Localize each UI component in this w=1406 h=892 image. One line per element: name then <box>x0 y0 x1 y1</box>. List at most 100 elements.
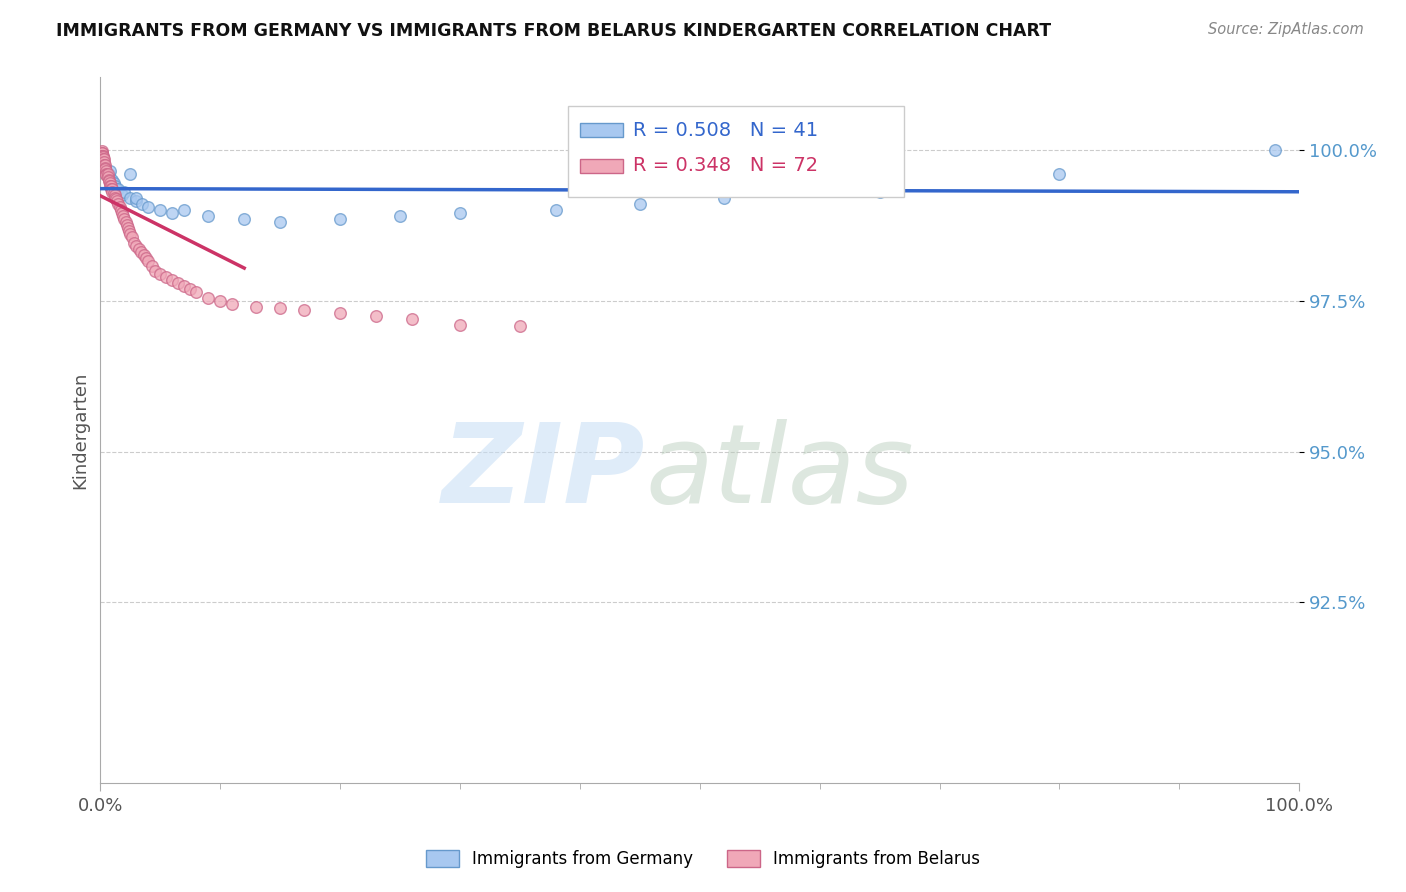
Point <box>209 293 232 308</box>
Point <box>96 167 118 181</box>
Point <box>110 203 132 218</box>
Point <box>329 212 352 227</box>
Point <box>197 209 219 223</box>
Point <box>91 149 114 163</box>
Point <box>103 176 125 190</box>
Point <box>173 203 195 218</box>
Point <box>544 203 567 218</box>
Point <box>125 194 148 208</box>
Point <box>141 259 163 273</box>
Point <box>245 300 267 314</box>
Point <box>93 152 115 166</box>
Point <box>120 191 142 205</box>
Point <box>179 282 201 296</box>
FancyBboxPatch shape <box>579 123 623 137</box>
Y-axis label: Kindergarten: Kindergarten <box>72 372 89 489</box>
Point <box>389 209 412 223</box>
Point <box>135 252 157 266</box>
Point <box>112 212 135 227</box>
Point <box>145 263 167 277</box>
Point <box>104 182 127 196</box>
Point <box>713 191 735 205</box>
Point <box>117 221 139 235</box>
Point <box>107 182 129 196</box>
Point <box>94 161 117 175</box>
Point <box>98 164 121 178</box>
Point <box>167 276 190 290</box>
Text: IMMIGRANTS FROM GERMANY VS IMMIGRANTS FROM BELARUS KINDERGARTEN CORRELATION CHAR: IMMIGRANTS FROM GERMANY VS IMMIGRANTS FR… <box>56 22 1052 40</box>
Point <box>97 167 120 181</box>
Point <box>100 182 122 196</box>
Point <box>105 194 128 208</box>
Legend: Immigrants from Germany, Immigrants from Belarus: Immigrants from Germany, Immigrants from… <box>419 843 987 875</box>
Point <box>104 188 127 202</box>
Point <box>91 150 114 164</box>
Text: ZIP: ZIP <box>443 419 645 526</box>
Point <box>132 248 155 262</box>
Point <box>118 224 141 238</box>
Point <box>94 164 117 178</box>
Point <box>149 267 172 281</box>
Point <box>115 219 138 233</box>
Point <box>96 167 118 181</box>
Point <box>162 206 184 220</box>
Text: R = 0.508   N = 41: R = 0.508 N = 41 <box>633 121 818 140</box>
Point <box>91 152 114 166</box>
Point <box>93 158 115 172</box>
Point <box>114 215 136 229</box>
Point <box>869 185 891 199</box>
Point <box>129 245 152 260</box>
Point <box>91 155 114 169</box>
Point <box>90 144 112 158</box>
Point <box>186 285 208 299</box>
Point <box>91 155 114 169</box>
Point <box>120 167 142 181</box>
Point <box>96 164 118 178</box>
Text: R = 0.348   N = 72: R = 0.348 N = 72 <box>633 156 818 175</box>
Point <box>94 158 117 172</box>
Point <box>162 272 184 286</box>
Point <box>97 174 120 188</box>
Point <box>96 167 118 181</box>
Point <box>101 182 124 196</box>
Point <box>136 200 159 214</box>
Point <box>103 186 125 201</box>
Point <box>98 179 121 194</box>
Point <box>131 197 153 211</box>
Point <box>96 169 118 184</box>
Point <box>149 203 172 218</box>
Point <box>97 173 120 187</box>
Point <box>100 179 122 194</box>
Point <box>233 212 256 227</box>
Point <box>107 197 129 211</box>
Point <box>90 152 112 166</box>
Point <box>104 192 127 206</box>
Point <box>90 145 112 160</box>
Point <box>269 215 291 229</box>
Point <box>121 230 143 244</box>
Point <box>90 145 112 160</box>
Point <box>112 209 135 223</box>
Point <box>96 168 118 182</box>
Point <box>112 185 135 199</box>
Point <box>93 155 115 169</box>
Point <box>122 236 145 251</box>
Point <box>120 227 142 242</box>
Point <box>96 167 118 181</box>
Point <box>125 239 148 253</box>
Point <box>449 206 471 220</box>
Point <box>509 318 531 333</box>
Point <box>364 309 387 323</box>
Point <box>401 311 423 326</box>
Point <box>136 254 159 268</box>
Point <box>101 185 124 199</box>
Point <box>104 191 127 205</box>
Point <box>269 301 291 315</box>
Point <box>104 179 127 194</box>
Point <box>125 191 148 205</box>
Text: atlas: atlas <box>645 419 914 526</box>
Point <box>93 158 115 172</box>
Point <box>94 162 117 177</box>
Point <box>111 206 134 220</box>
Point <box>111 188 134 202</box>
